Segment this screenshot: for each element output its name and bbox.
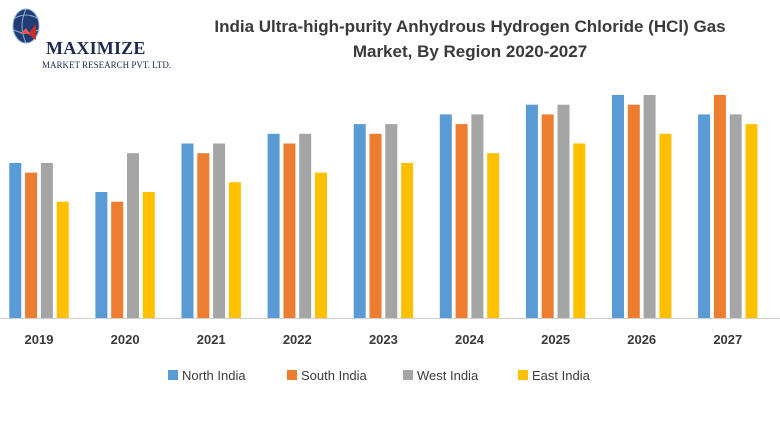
x-tick-2019: 2019 [25,332,54,347]
legend-label-east-india: East India [532,368,591,383]
x-tick-2027: 2027 [713,332,742,347]
bar-south-india-2019 [25,172,38,318]
bar-south-india-2025 [541,114,554,319]
x-tick-2020: 2020 [111,332,140,347]
x-tick-2024: 2024 [455,332,485,347]
bar-south-india-2020 [111,201,124,318]
bar-west-india-2027 [729,114,742,319]
chart-title: India Ultra-high-purity Anhydrous Hydrog… [160,14,780,64]
bars-group [9,95,758,319]
logo-name: MAXIMIZE [46,38,146,58]
bar-north-india-2019 [9,162,22,318]
bar-west-india-2021 [213,143,226,318]
x-tick-2021: 2021 [197,332,226,347]
bar-east-india-2020 [142,192,155,318]
chart-title-line-1: India Ultra-high-purity Anhydrous Hydrog… [214,17,726,36]
bar-south-india-2026 [627,104,640,318]
bar-north-india-2023 [353,124,366,318]
bar-west-india-2020 [127,153,139,318]
bar-north-india-2020 [95,192,108,318]
bar-west-india-2026 [643,95,656,318]
legend-label-west-india: West India [417,368,479,383]
bar-north-india-2026 [612,95,624,318]
legend-label-north-india: North India [182,368,246,383]
bar-east-india-2022 [315,172,327,318]
x-tick-2025: 2025 [541,332,570,347]
bar-east-india-2021 [228,182,241,318]
bar-west-india-2023 [385,124,398,318]
bar-north-india-2022 [267,133,280,318]
legend-swatch-south-india [287,370,297,380]
globe-logo-icon [12,8,40,44]
bar-east-india-2025 [573,143,586,318]
x-tick-2022: 2022 [283,332,312,347]
legend-swatch-west-india [403,370,413,380]
bar-south-india-2021 [197,153,210,318]
bar-west-india-2025 [557,104,570,318]
bar-north-india-2027 [698,114,711,319]
bar-east-india-2027 [745,124,758,318]
bar-west-india-2019 [40,162,53,318]
company-logo: MAXIMIZE MARKET RESEARCH PVT. LTD. [6,4,171,70]
chart-title-line-2: Market, By Region 2020-2027 [352,42,588,61]
bar-south-india-2027 [713,95,726,318]
bar-south-india-2024 [455,124,468,318]
legend: North India South India West India East Ind… [168,368,591,383]
bar-east-india-2023 [401,162,414,318]
logo-tagline: MARKET RESEARCH PVT. LTD. [42,60,172,70]
bar-north-india-2025 [525,104,538,318]
legend-swatch-east-india [518,370,528,380]
bar-south-india-2022 [283,143,296,318]
bar-east-india-2019 [56,201,69,318]
bar-north-india-2021 [181,143,194,318]
legend-swatch-north-india [168,370,178,380]
bar-east-india-2024 [487,153,500,318]
legend-label-south-india: South India [301,368,368,383]
bar-west-india-2022 [299,133,312,318]
bar-west-india-2024 [471,114,484,319]
x-tick-labels: 2019 2020 2021 2022 2023 2024 2025 2026 2027 [25,332,743,347]
bar-east-india-2026 [659,133,672,318]
bar-south-india-2023 [369,133,382,318]
bar-north-india-2024 [439,114,452,319]
x-tick-2023: 2023 [369,332,398,347]
x-tick-2026: 2026 [627,332,656,347]
